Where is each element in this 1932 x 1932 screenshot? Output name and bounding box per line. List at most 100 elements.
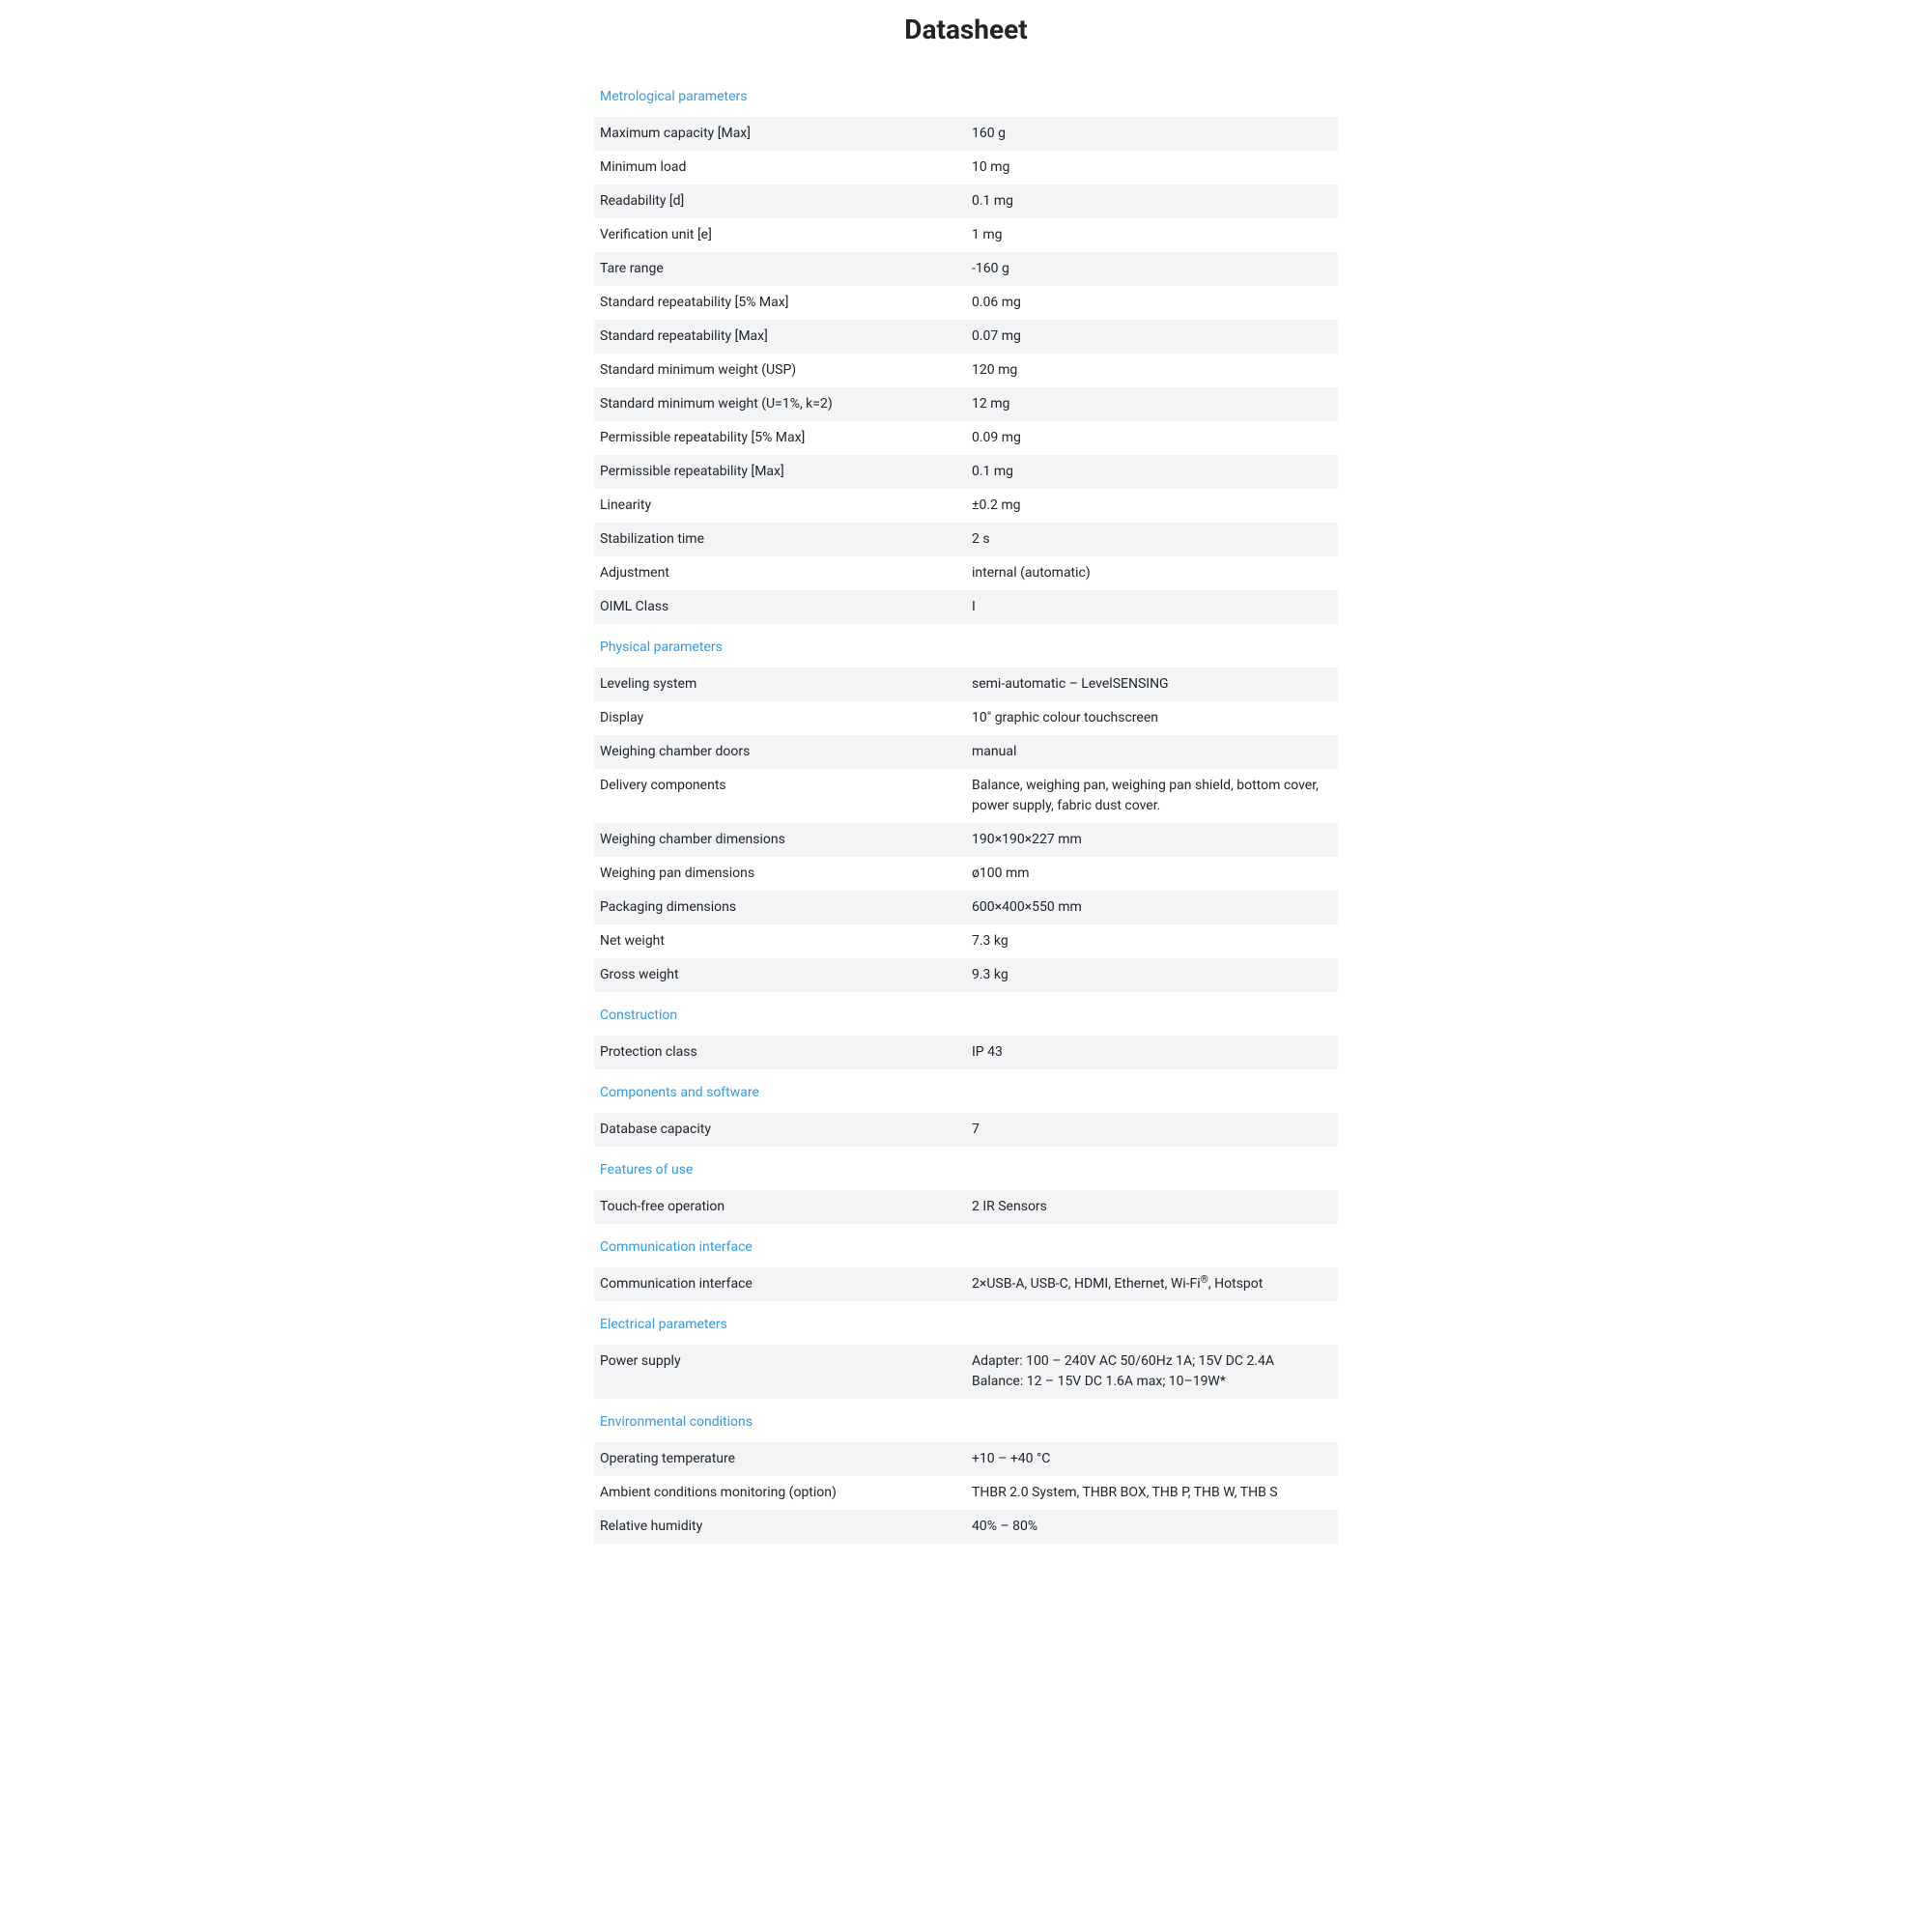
spec-label: Weighing chamber dimensions <box>594 823 966 857</box>
section-title: Features of use <box>594 1147 1338 1190</box>
section-title: Construction <box>594 992 1338 1036</box>
table-row: Touch-free operation2 IR Sensors <box>594 1190 1338 1224</box>
spec-label: Minimum load <box>594 151 966 185</box>
table-row: Minimum load10 mg <box>594 151 1338 185</box>
spec-value: +10 – +40 °C <box>966 1442 1338 1476</box>
spec-label: Standard minimum weight (U=1%, k=2) <box>594 387 966 421</box>
spec-label: Protection class <box>594 1036 966 1069</box>
spec-table: Power supplyAdapter: 100 – 240V AC 50/60… <box>594 1345 1338 1399</box>
table-row: Permissible repeatability [5% Max]0.09 m… <box>594 421 1338 455</box>
table-row: Weighing pan dimensionsø100 mm <box>594 857 1338 891</box>
spec-label: Permissible repeatability [5% Max] <box>594 421 966 455</box>
table-row: Power supplyAdapter: 100 – 240V AC 50/60… <box>594 1345 1338 1399</box>
table-row: Standard minimum weight (U=1%, k=2)12 mg <box>594 387 1338 421</box>
spec-label: Packaging dimensions <box>594 891 966 924</box>
spec-value: IP 43 <box>966 1036 1338 1069</box>
spec-value: ø100 mm <box>966 857 1338 891</box>
spec-value: THBR 2.0 System, THBR BOX, THB P, THB W,… <box>966 1476 1338 1510</box>
spec-value: 0.07 mg <box>966 320 1338 354</box>
spec-value: Adapter: 100 – 240V AC 50/60Hz 1A; 15V D… <box>966 1345 1338 1399</box>
spec-label: Standard repeatability [Max] <box>594 320 966 354</box>
table-row: Weighing chamber dimensions190×190×227 m… <box>594 823 1338 857</box>
table-row: Tare range-160 g <box>594 252 1338 286</box>
spec-value: 2 s <box>966 523 1338 556</box>
table-row: OIML ClassI <box>594 590 1338 624</box>
table-row: Leveling systemsemi-automatic – LevelSEN… <box>594 668 1338 701</box>
spec-value: 2 IR Sensors <box>966 1190 1338 1224</box>
section-title: Components and software <box>594 1069 1338 1113</box>
table-row: Permissible repeatability [Max]0.1 mg <box>594 455 1338 489</box>
datasheet-container: Datasheet Metrological parametersMaximum… <box>584 0 1348 1582</box>
spec-table: Database capacity7 <box>594 1113 1338 1147</box>
spec-label: Tare range <box>594 252 966 286</box>
table-row: Delivery componentsBalance, weighing pan… <box>594 769 1338 823</box>
spec-value: 9.3 kg <box>966 958 1338 992</box>
spec-table: Maximum capacity [Max]160 gMinimum load1… <box>594 117 1338 624</box>
section-title: Metrological parameters <box>594 73 1338 117</box>
spec-label: Weighing pan dimensions <box>594 857 966 891</box>
spec-table: Operating temperature+10 – +40 °CAmbient… <box>594 1442 1338 1544</box>
spec-label: Database capacity <box>594 1113 966 1147</box>
spec-label: Linearity <box>594 489 966 523</box>
spec-label: Power supply <box>594 1345 966 1399</box>
table-row: Net weight7.3 kg <box>594 924 1338 958</box>
table-row: Maximum capacity [Max]160 g <box>594 117 1338 151</box>
spec-value: 600×400×550 mm <box>966 891 1338 924</box>
table-row: Gross weight9.3 kg <box>594 958 1338 992</box>
spec-label: Standard repeatability [5% Max] <box>594 286 966 320</box>
table-row: Standard minimum weight (USP)120 mg <box>594 354 1338 387</box>
table-row: Linearity±0.2 mg <box>594 489 1338 523</box>
spec-value: 0.1 mg <box>966 185 1338 218</box>
spec-value: 40% – 80% <box>966 1510 1338 1544</box>
table-row: Protection classIP 43 <box>594 1036 1338 1069</box>
sections-host: Metrological parametersMaximum capacity … <box>594 73 1338 1544</box>
spec-value: 7.3 kg <box>966 924 1338 958</box>
table-row: Communication interface2×USB-A, USB-C, H… <box>594 1267 1338 1301</box>
spec-value: Balance, weighing pan, weighing pan shie… <box>966 769 1338 823</box>
table-row: Database capacity7 <box>594 1113 1338 1147</box>
spec-value: 0.09 mg <box>966 421 1338 455</box>
spec-value: 1 mg <box>966 218 1338 252</box>
table-row: Display10" graphic colour touchscreen <box>594 701 1338 735</box>
table-row: Weighing chamber doorsmanual <box>594 735 1338 769</box>
spec-label: Permissible repeatability [Max] <box>594 455 966 489</box>
spec-value: ±0.2 mg <box>966 489 1338 523</box>
spec-label: Communication interface <box>594 1267 966 1301</box>
spec-label: OIML Class <box>594 590 966 624</box>
spec-label: Ambient conditions monitoring (option) <box>594 1476 966 1510</box>
spec-label: Delivery components <box>594 769 966 823</box>
spec-label: Maximum capacity [Max] <box>594 117 966 151</box>
spec-value: 120 mg <box>966 354 1338 387</box>
spec-label: Gross weight <box>594 958 966 992</box>
spec-label: Relative humidity <box>594 1510 966 1544</box>
table-row: Relative humidity40% – 80% <box>594 1510 1338 1544</box>
table-row: Packaging dimensions600×400×550 mm <box>594 891 1338 924</box>
spec-label: Standard minimum weight (USP) <box>594 354 966 387</box>
spec-table: Communication interface2×USB-A, USB-C, H… <box>594 1267 1338 1301</box>
table-row: Standard repeatability [Max]0.07 mg <box>594 320 1338 354</box>
spec-label: Stabilization time <box>594 523 966 556</box>
spec-label: Leveling system <box>594 668 966 701</box>
table-row: Adjustmentinternal (automatic) <box>594 556 1338 590</box>
spec-label: Weighing chamber doors <box>594 735 966 769</box>
spec-label: Operating temperature <box>594 1442 966 1476</box>
table-row: Stabilization time2 s <box>594 523 1338 556</box>
spec-label: Touch-free operation <box>594 1190 966 1224</box>
spec-label: Adjustment <box>594 556 966 590</box>
spec-value: I <box>966 590 1338 624</box>
spec-table: Touch-free operation2 IR Sensors <box>594 1190 1338 1224</box>
spec-value: 2×USB-A, USB-C, HDMI, Ethernet, Wi-Fi®, … <box>966 1267 1338 1301</box>
table-row: Readability [d]0.1 mg <box>594 185 1338 218</box>
spec-value: 160 g <box>966 117 1338 151</box>
section-title: Electrical parameters <box>594 1301 1338 1345</box>
section-title: Environmental conditions <box>594 1399 1338 1442</box>
table-row: Ambient conditions monitoring (option)TH… <box>594 1476 1338 1510</box>
page-title: Datasheet <box>594 0 1338 73</box>
table-row: Operating temperature+10 – +40 °C <box>594 1442 1338 1476</box>
section-title: Physical parameters <box>594 624 1338 668</box>
table-row: Verification unit [e]1 mg <box>594 218 1338 252</box>
spec-label: Verification unit [e] <box>594 218 966 252</box>
spec-value: 190×190×227 mm <box>966 823 1338 857</box>
section-title: Communication interface <box>594 1224 1338 1267</box>
spec-value: semi-automatic – LevelSENSING <box>966 668 1338 701</box>
